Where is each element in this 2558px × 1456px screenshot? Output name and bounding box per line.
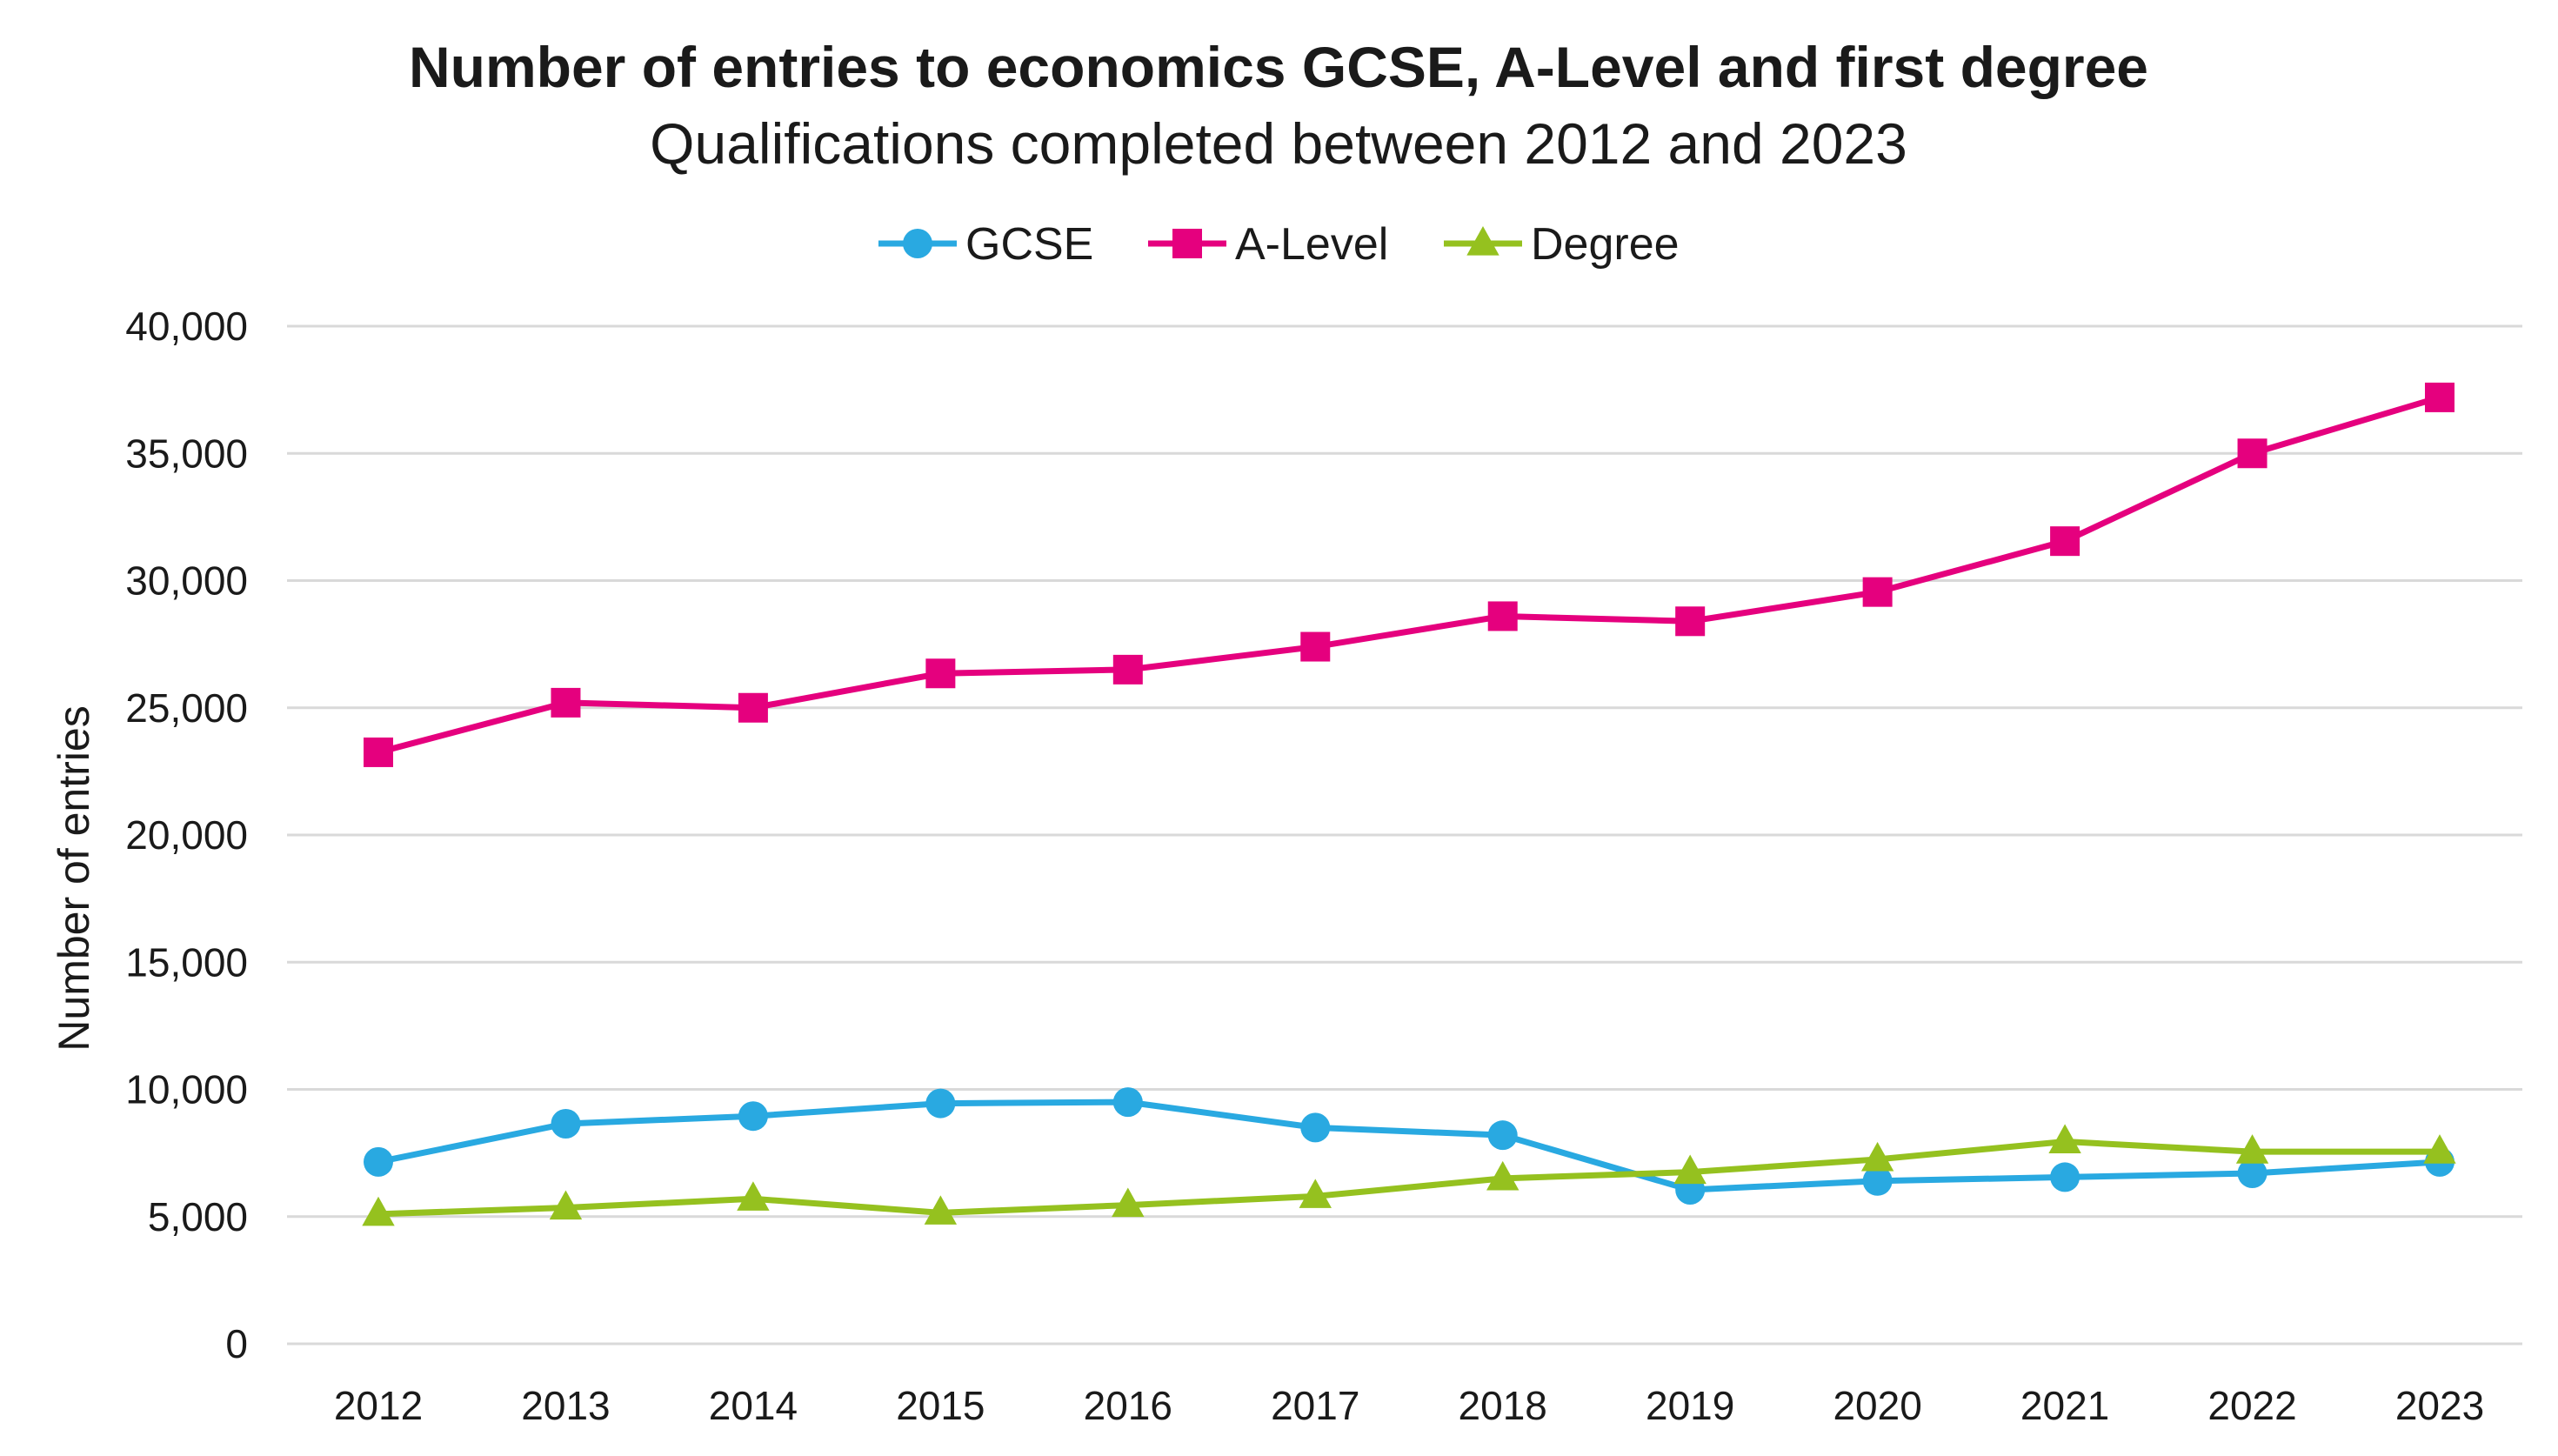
x-tick-label: 2016 — [1084, 1383, 1172, 1428]
data-point-gcse — [1112, 1087, 1143, 1118]
data-point-a-level — [1300, 631, 1331, 662]
x-tick-label: 2012 — [334, 1383, 423, 1428]
data-point-degree — [549, 1190, 583, 1220]
legend-marker-gcse — [903, 229, 932, 258]
y-tick-label: 20,000 — [125, 812, 248, 858]
data-point-gcse — [2050, 1162, 2080, 1192]
chart-title: Number of entries to economics GCSE, A-L… — [409, 35, 2148, 99]
legend-label: A-Level — [1235, 219, 1388, 270]
data-point-degree — [1673, 1154, 1706, 1185]
data-point-gcse — [1300, 1112, 1331, 1143]
data-point-a-level — [1675, 606, 1706, 637]
data-point-degree — [2423, 1134, 2456, 1164]
data-point-degree — [2048, 1124, 2081, 1154]
x-tick-label: 2013 — [521, 1383, 610, 1428]
legend-item-a-level: A-Level — [1148, 219, 1388, 270]
x-tick-label: 2021 — [2020, 1383, 2109, 1428]
data-point-a-level — [2425, 382, 2454, 412]
data-point-degree — [1486, 1160, 1519, 1191]
data-point-degree — [1299, 1179, 1332, 1208]
y-tick-label: 0 — [225, 1321, 248, 1366]
y-tick-label: 30,000 — [125, 558, 248, 604]
data-point-a-level — [1112, 654, 1143, 685]
legend-item-degree: Degree — [1444, 219, 1680, 270]
data-point-a-level — [925, 658, 956, 689]
x-tick-label: 2018 — [1459, 1383, 1547, 1428]
x-tick-label: 2015 — [896, 1383, 985, 1428]
series-a-level — [364, 382, 2454, 767]
series-line-degree — [375, 1138, 2443, 1218]
y-tick-label: 5,000 — [148, 1194, 248, 1239]
data-point-a-level — [364, 737, 393, 767]
x-axis-ticks: 2012 2013 2014 2015 2016 2017 2018 2019 2020 2021… — [334, 1383, 2484, 1428]
x-tick-label: 2022 — [2207, 1383, 2296, 1428]
legend-label: Degree — [1531, 219, 1680, 270]
y-axis-label: Number of entries — [50, 705, 98, 1051]
x-tick-label: 2020 — [1833, 1383, 1921, 1428]
data-point-a-level — [738, 692, 768, 723]
data-point-a-level — [1862, 577, 1893, 607]
legend-label: GCSE — [965, 219, 1093, 270]
y-axis-ticks: 0 5,000 10,000 15,000 20,000 25,000 30,000 35,0… — [125, 304, 248, 1366]
data-point-degree — [737, 1181, 770, 1211]
legend-item-gcse: GCSE — [878, 219, 1093, 270]
data-point-a-level — [1487, 601, 1518, 631]
series-line-gcse — [375, 1099, 2443, 1193]
data-point-a-level — [2237, 438, 2267, 469]
data-point-gcse — [925, 1088, 956, 1119]
legend-marker-a-level — [1172, 229, 1202, 258]
y-tick-label: 35,000 — [125, 431, 248, 476]
x-tick-label: 2019 — [1646, 1383, 1734, 1428]
data-point-gcse — [2237, 1159, 2267, 1189]
y-tick-label: 15,000 — [125, 939, 248, 985]
data-point-degree — [1860, 1141, 1894, 1172]
chart-subtitle: Qualifications completed between 2012 an… — [650, 111, 1907, 176]
y-tick-label: 40,000 — [125, 304, 248, 349]
data-point-gcse — [364, 1146, 393, 1177]
data-point-a-level — [2050, 526, 2080, 557]
data-point-gcse — [551, 1108, 581, 1139]
legend: GCSE A-Level Degree — [878, 219, 1680, 270]
data-point-gcse — [1487, 1120, 1518, 1151]
series-degree — [362, 1124, 2456, 1226]
data-point-gcse — [1862, 1165, 1893, 1196]
legend-marker-degree — [1466, 225, 1499, 256]
x-tick-label: 2023 — [2395, 1383, 2484, 1428]
series-line-a-level — [375, 394, 2443, 756]
series-group — [362, 382, 2456, 1226]
data-point-degree — [924, 1195, 958, 1225]
data-point-degree — [1112, 1187, 1145, 1218]
data-point-gcse — [738, 1101, 768, 1132]
x-tick-label: 2014 — [709, 1383, 798, 1428]
data-point-degree — [2235, 1134, 2269, 1164]
gridlines — [287, 324, 2522, 1346]
series-gcse — [364, 1087, 2454, 1206]
y-tick-label: 25,000 — [125, 685, 248, 731]
data-point-a-level — [551, 687, 581, 718]
y-tick-label: 10,000 — [125, 1067, 248, 1112]
data-point-degree — [362, 1196, 395, 1226]
x-tick-label: 2017 — [1271, 1383, 1359, 1428]
